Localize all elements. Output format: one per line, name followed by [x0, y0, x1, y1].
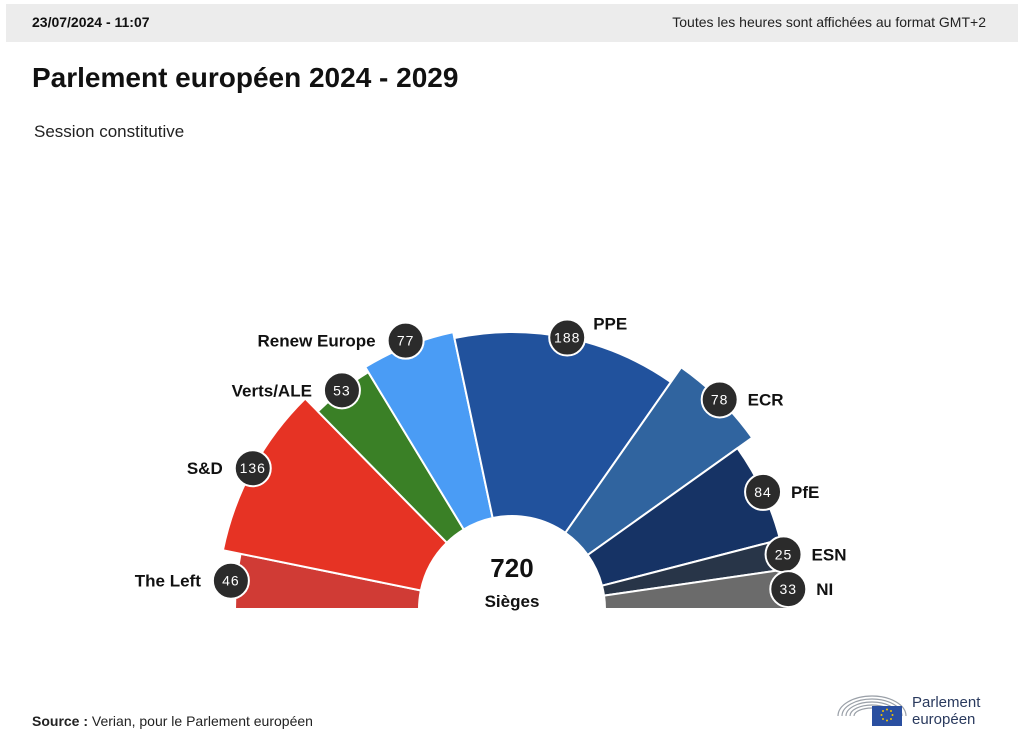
page-subtitle: Session constitutive	[34, 122, 185, 141]
slice-renew-europe	[363, 330, 494, 531]
logo-line-2: européen	[912, 711, 976, 728]
badge-ni	[769, 570, 808, 609]
badges-group: 46 136 53 77 188 78 84 25 33	[211, 318, 808, 609]
value-label-the-left: 46	[222, 573, 240, 589]
value-label-ecr: 78	[711, 391, 729, 407]
party-label-pfe: PfE	[791, 483, 819, 502]
party-label-renew-europe: Renew Europe	[258, 332, 376, 351]
top-bar: 23/07/2024 - 11:07 Toutes les heures son…	[6, 4, 1018, 42]
parliament-logo-text: Parlement européen	[912, 694, 980, 728]
badge-ecr	[700, 380, 739, 419]
value-label-s-d: 136	[240, 460, 266, 476]
value-label-ppe: 188	[554, 330, 580, 346]
source-note: Source : Verian, pour le Parlement europ…	[32, 713, 313, 729]
timezone-note: Toutes les heures sont affichées au form…	[672, 14, 986, 30]
party-label-ni: NI	[816, 580, 833, 599]
party-label-s-d: S&D	[187, 459, 223, 478]
value-label-esn: 25	[775, 546, 793, 562]
value-label-verts-ale: 53	[333, 382, 351, 398]
slice-s-d	[221, 397, 449, 592]
total-seats-label: Sièges	[485, 592, 540, 611]
party-label-ecr: ECR	[748, 390, 784, 409]
value-label-pfe: 84	[754, 484, 772, 500]
badge-the-left	[211, 561, 250, 600]
value-label-ni: 33	[779, 581, 797, 597]
source-text: Verian, pour le Parlement européen	[91, 713, 313, 729]
badge-ppe	[548, 318, 587, 357]
total-seats-value: 720	[490, 553, 533, 583]
badge-renew-europe	[386, 321, 425, 360]
parliament-logo: Parlement européen	[836, 688, 1006, 732]
labels-group: The Left S&D Verts/ALE Renew Europe PPE ECR Pf…	[135, 315, 847, 600]
badge-pfe	[744, 472, 783, 511]
slice-ppe	[453, 331, 673, 535]
badge-verts-ale	[322, 371, 361, 410]
logo-line-1: Parlement	[912, 694, 981, 711]
value-label-renew-europe: 77	[397, 333, 415, 349]
source-label: Source :	[32, 713, 89, 729]
page-title: Parlement européen 2024 - 2029	[32, 62, 459, 93]
party-label-the-left: The Left	[135, 572, 201, 591]
badge-s-d	[233, 449, 272, 488]
slice-ecr	[563, 365, 754, 557]
party-label-verts-ale: Verts/ALE	[232, 381, 312, 400]
parliament-logo-icon	[837, 695, 907, 726]
timestamp: 23/07/2024 - 11:07	[32, 14, 150, 30]
party-label-esn: ESN	[812, 545, 847, 564]
party-label-ppe: PPE	[593, 315, 627, 334]
